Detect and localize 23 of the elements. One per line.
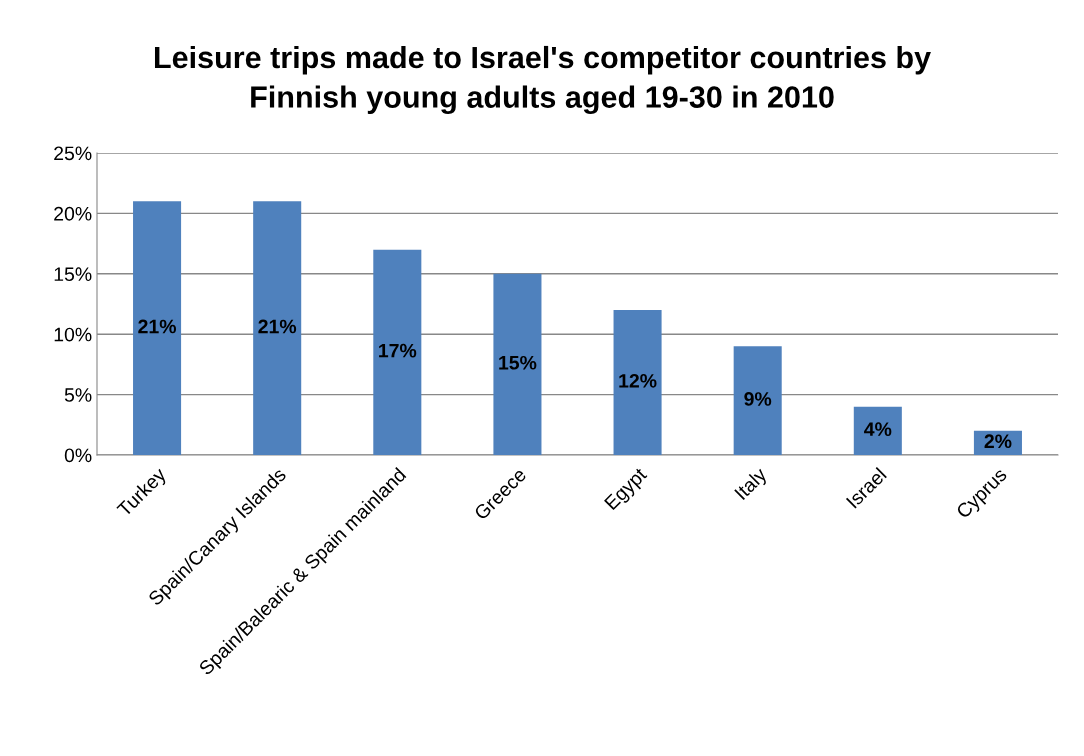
y-tick-label: 5% (64, 388, 92, 402)
chart-title: Leisure trips made to Israel's competitor countries by Finnish young adults aged 19-30 in 2010 (154, 45, 931, 115)
bar (613, 310, 662, 455)
bar (733, 346, 782, 455)
data-label: 4% (864, 422, 892, 437)
x-tick-label: Italy (733, 466, 771, 503)
y-tick-label: 10% (54, 327, 92, 342)
bar (373, 249, 422, 455)
y-tick-label: 25% (54, 146, 92, 161)
data-label: 21% (138, 319, 177, 334)
y-tick-label: 0% (64, 448, 92, 463)
bar (853, 406, 902, 455)
data-label: 17% (379, 343, 417, 358)
bar (493, 273, 542, 455)
y-tick-label: 20% (54, 206, 92, 221)
y-tick-label: 15% (54, 267, 92, 282)
data-label: 2% (984, 434, 1012, 449)
data-label: 15% (499, 355, 537, 370)
data-label: 9% (744, 392, 772, 406)
bar (253, 201, 302, 455)
data-label: 12% (619, 373, 657, 388)
bar (133, 201, 182, 455)
data-label: 21% (258, 319, 297, 334)
